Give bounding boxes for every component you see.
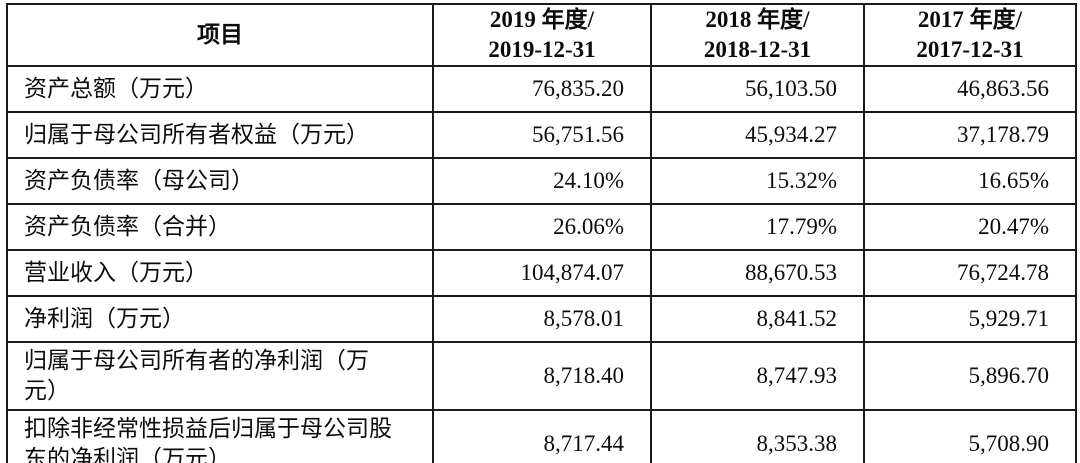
value-2019: 8,718.40 — [432, 341, 652, 411]
row-label: 营业收入（万元） — [6, 249, 434, 297]
value-2019: 8,717.44 — [432, 409, 652, 463]
value-2017: 5,896.70 — [863, 341, 1077, 411]
table-row-total-assets: 资产总额（万元） 76,835.20 56,103.50 46,863.56 — [6, 65, 1077, 113]
column-header-2019-line1: 2019 年度/ — [489, 7, 595, 32]
value-2018: 88,670.53 — [650, 249, 865, 297]
value-2018: 8,841.52 — [650, 295, 865, 343]
value-2017: 5,708.90 — [863, 409, 1077, 463]
column-header-item-label: 项目 — [197, 22, 243, 47]
value-2018: 15.32% — [650, 157, 865, 205]
value-2019: 8,578.01 — [432, 295, 652, 343]
column-header-2017-line1: 2017 年度/ — [917, 7, 1023, 32]
row-label: 归属于母公司所有者权益（万元） — [6, 111, 434, 159]
value-2018: 45,934.27 — [650, 111, 865, 159]
value-2018: 8,353.38 — [650, 409, 865, 463]
table-row-net-profit: 净利润（万元） 8,578.01 8,841.52 5,929.71 — [6, 295, 1077, 343]
value-2018: 8,747.93 — [650, 341, 865, 411]
row-label: 资产负债率（母公司） — [6, 157, 434, 205]
table-row-operating-revenue: 营业收入（万元） 104,874.07 88,670.53 76,724.78 — [6, 249, 1077, 297]
column-header-item: 项目 — [6, 3, 434, 67]
row-label: 资产负债率（合并） — [6, 203, 434, 251]
column-header-2019-line2: 2019-12-31 — [488, 37, 596, 62]
row-label: 扣除非经常性损益后归属于母公司股东的净利润（万元） — [6, 409, 434, 463]
value-2017: 16.65% — [863, 157, 1077, 205]
value-2017: 76,724.78 — [863, 249, 1077, 297]
value-2017: 46,863.56 — [863, 65, 1077, 113]
table-row-debt-ratio-consolidated: 资产负债率（合并） 26.06% 17.79% 20.47% — [6, 203, 1077, 251]
row-label: 资产总额（万元） — [6, 65, 434, 113]
column-header-2017-line2: 2017-12-31 — [916, 37, 1024, 62]
value-2019: 24.10% — [432, 157, 652, 205]
value-2019: 76,835.20 — [432, 65, 652, 113]
column-header-2019: 2019 年度/ 2019-12-31 — [432, 3, 652, 67]
value-2017: 20.47% — [863, 203, 1077, 251]
value-2017: 37,178.79 — [863, 111, 1077, 159]
value-2018: 17.79% — [650, 203, 865, 251]
table-row-debt-ratio-parent: 资产负债率（母公司） 24.10% 15.32% 16.65% — [6, 157, 1077, 205]
column-header-2018-line1: 2018 年度/ — [705, 7, 810, 32]
table-row-net-profit-parent: 归属于母公司所有者的净利润（万元） 8,718.40 8,747.93 5,89… — [6, 341, 1077, 411]
table-row-parent-equity: 归属于母公司所有者权益（万元） 56,751.56 45,934.27 37,1… — [6, 111, 1077, 159]
value-2018: 56,103.50 — [650, 65, 865, 113]
column-header-2017: 2017 年度/ 2017-12-31 — [863, 3, 1077, 67]
table-header-row: 项目 2019 年度/ 2019-12-31 2018 年度/ 2018-12-… — [6, 3, 1077, 67]
financial-summary-table: 项目 2019 年度/ 2019-12-31 2018 年度/ 2018-12-… — [6, 3, 1077, 463]
table-row-net-profit-excl-nonrecurring: 扣除非经常性损益后归属于母公司股东的净利润（万元） 8,717.44 8,353… — [6, 409, 1077, 463]
value-2017: 5,929.71 — [863, 295, 1077, 343]
row-label: 净利润（万元） — [6, 295, 434, 343]
value-2019: 26.06% — [432, 203, 652, 251]
row-label: 归属于母公司所有者的净利润（万元） — [6, 341, 434, 411]
column-header-2018: 2018 年度/ 2018-12-31 — [650, 3, 865, 67]
value-2019: 56,751.56 — [432, 111, 652, 159]
value-2019: 104,874.07 — [432, 249, 652, 297]
column-header-2018-line2: 2018-12-31 — [703, 37, 812, 62]
